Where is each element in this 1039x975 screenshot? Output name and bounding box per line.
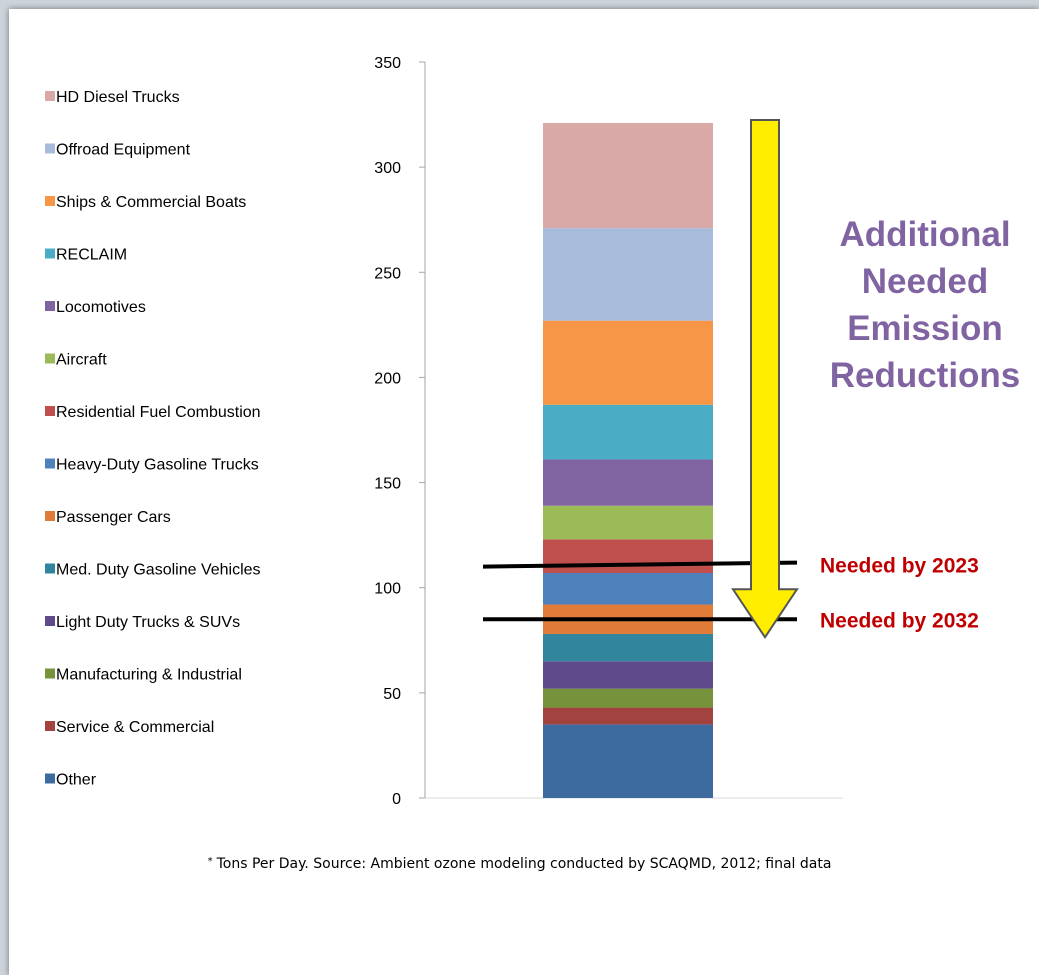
legend-swatch — [45, 721, 55, 731]
legend-swatch — [45, 406, 55, 416]
legend-label: Offroad Equipment — [56, 142, 191, 159]
y-tick-label: 0 — [392, 791, 401, 808]
footnote-marker: * — [207, 856, 213, 867]
bar-segment — [543, 122, 713, 229]
down-arrow-icon — [731, 118, 799, 640]
y-tick-label: 300 — [374, 160, 401, 177]
legend-label: Other — [56, 772, 97, 789]
legend-swatch — [45, 616, 55, 626]
legend-label: Ships & Commercial Boats — [56, 194, 246, 211]
legend-label: Aircraft — [56, 352, 107, 369]
stacked-bar — [543, 122, 713, 798]
annotation-text: Additional Needed Emission Reductions — [830, 215, 1021, 395]
bar-segment — [543, 505, 713, 540]
legend-label: Manufacturing & Industrial — [56, 667, 242, 684]
legend-swatch — [45, 248, 55, 259]
bar-segment — [543, 661, 713, 689]
legend-swatch — [45, 773, 55, 784]
legend: HD Diesel Trucks Offroad Equipment Ships &… — [45, 89, 261, 789]
reduction-arrow — [731, 118, 799, 640]
legend-swatch — [45, 511, 55, 521]
bar-segment — [543, 707, 713, 725]
legend-label: Service & Commercial — [56, 719, 214, 736]
bar-segment — [543, 688, 713, 708]
legend-swatch — [45, 301, 55, 311]
target-line — [482, 560, 798, 569]
legend-label: Passenger Cars — [56, 509, 171, 526]
legend-swatch — [45, 143, 55, 154]
y-tick-label: 50 — [383, 686, 401, 703]
y-tick-label: 250 — [374, 265, 401, 282]
legend-label: RECLAIM — [56, 247, 127, 264]
legend-label: Residential Fuel Combustion — [56, 404, 261, 421]
target-lines: Needed by 2023 Needed by 2032 — [482, 555, 979, 632]
bar-segment — [543, 572, 713, 605]
annotation-line: Emission — [847, 309, 1003, 348]
legend-label: Heavy-Duty Gasoline Trucks — [56, 457, 259, 474]
legend-label: HD Diesel Trucks — [56, 89, 180, 106]
y-tick-label: 350 — [374, 55, 401, 72]
legend-swatch — [45, 91, 55, 101]
legend-swatch — [45, 563, 55, 574]
legend-swatch — [45, 353, 55, 364]
legend-label: Med. Duty Gasoline Vehicles — [56, 562, 261, 579]
legend-swatch — [45, 668, 55, 679]
footnote: * Tons Per Day. Source: Ambient ozone mod… — [0, 856, 1039, 872]
bar-segment — [543, 320, 713, 405]
y-tick-label: 100 — [374, 581, 401, 598]
bar-segment — [543, 404, 713, 460]
target-label: Needed by 2023 — [820, 555, 979, 578]
target-label: Needed by 2032 — [820, 609, 979, 632]
bar-segment — [543, 228, 713, 321]
legend-swatch — [45, 196, 55, 206]
bar-segment — [543, 724, 713, 798]
legend-label: Light Duty Trucks & SUVs — [56, 614, 240, 631]
chart-panel — [9, 9, 1039, 975]
annotation-line: Additional — [839, 215, 1010, 254]
bar-segment — [543, 633, 713, 662]
annotation-line: Reductions — [830, 356, 1021, 395]
annotation-line: Needed — [862, 262, 988, 301]
legend-label: Locomotives — [56, 299, 146, 316]
bar-segment — [543, 539, 713, 573]
legend-swatch — [45, 458, 55, 469]
footnote-text: Tons Per Day. Source: Ambient ozone mode… — [216, 856, 832, 872]
y-tick-label: 200 — [374, 370, 401, 387]
bar-segment — [543, 459, 713, 506]
y-tick-label: 150 — [374, 476, 401, 493]
